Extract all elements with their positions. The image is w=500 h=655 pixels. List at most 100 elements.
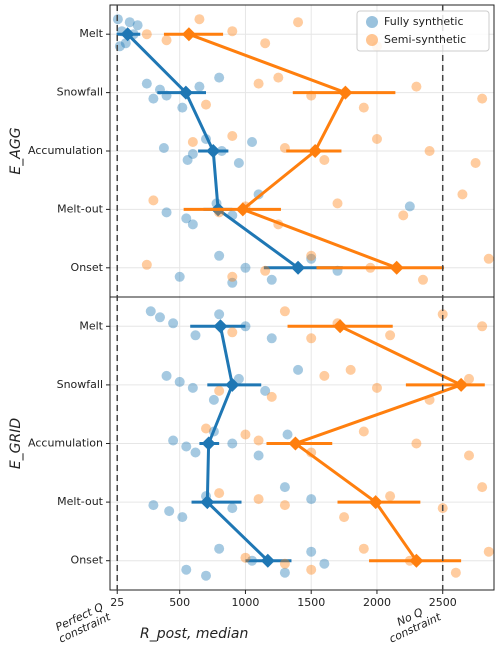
sample-point	[266, 333, 277, 344]
sample-point	[214, 543, 225, 554]
sample-point	[339, 512, 350, 523]
sample-point	[306, 333, 317, 344]
sample-point	[371, 134, 382, 144]
sample-point	[319, 370, 330, 381]
sample-point	[464, 450, 475, 461]
sample-point	[214, 250, 225, 261]
sample-point	[227, 131, 238, 141]
sample-point	[227, 271, 238, 282]
sample-point	[227, 438, 238, 449]
sample-point	[201, 570, 211, 581]
median-marker	[389, 260, 404, 275]
sample-point	[164, 506, 175, 517]
sample-point	[450, 567, 461, 578]
sample-point	[141, 78, 152, 89]
sample-point	[148, 195, 159, 206]
sample-point	[181, 564, 192, 575]
y-tick-label: Onset	[71, 261, 104, 274]
sample-point	[161, 370, 172, 381]
sample-point	[398, 210, 409, 221]
sample-point	[253, 494, 264, 505]
median-marker	[308, 144, 323, 158]
sample-point	[168, 435, 179, 446]
sample-point	[477, 482, 488, 493]
sample-point	[201, 99, 211, 110]
sample-point	[477, 93, 488, 104]
sample-point	[319, 155, 330, 165]
sample-point	[177, 512, 188, 523]
median-marker	[200, 495, 215, 510]
legend-label: Fully synthetic	[384, 15, 464, 28]
sample-point	[260, 265, 271, 276]
x-axis-label: R_post, median	[140, 626, 248, 642]
sample-point	[266, 274, 277, 285]
sample-point	[141, 29, 152, 40]
sample-point	[187, 137, 198, 147]
sample-point	[240, 262, 251, 273]
x-tick-label: 25	[110, 596, 124, 609]
sample-point	[477, 321, 488, 332]
sample-point	[319, 558, 330, 569]
y-tick-label: Melt-out	[57, 495, 104, 508]
sample-point	[120, 38, 131, 49]
sample-point	[253, 450, 264, 461]
sample-point	[227, 277, 238, 288]
sample-point	[411, 438, 422, 449]
median-marker	[260, 553, 275, 568]
y-tick-label: Accumulation	[28, 437, 103, 450]
sample-point	[306, 253, 317, 264]
median-marker	[201, 436, 216, 451]
sample-point	[158, 143, 169, 153]
sample-point	[132, 20, 143, 31]
legend-label: Semi-synthetic	[384, 33, 466, 46]
sample-point	[227, 26, 238, 37]
sample-point	[293, 17, 304, 28]
sample-point	[464, 373, 475, 384]
sample-point	[279, 567, 290, 578]
y-tick-label: Snowfall	[57, 378, 103, 391]
sample-point	[457, 189, 468, 200]
sample-point	[247, 137, 258, 147]
sample-point	[161, 207, 172, 218]
median-marker	[409, 553, 424, 568]
sample-point	[187, 219, 198, 230]
sample-point	[260, 385, 271, 396]
sample-point	[174, 271, 185, 282]
sample-point	[483, 546, 494, 557]
sample-point	[227, 503, 238, 514]
sample-point	[168, 318, 179, 329]
sample-point	[437, 309, 448, 320]
median-marker	[120, 27, 135, 42]
sample-point	[214, 309, 225, 320]
sample-point	[148, 93, 159, 104]
legend-swatch	[366, 34, 378, 46]
median-marker	[368, 495, 383, 510]
y-tick-label: Onset	[71, 554, 104, 567]
annotation: Perfect Qconstraint	[52, 599, 113, 645]
median-marker	[454, 377, 469, 392]
y-tick-label: Melt	[79, 27, 103, 40]
sample-point	[177, 102, 188, 113]
sample-point	[194, 81, 205, 92]
sample-point	[233, 373, 244, 384]
sample-point	[174, 376, 185, 387]
median-marker	[288, 436, 303, 451]
sample-point	[233, 158, 244, 168]
sample-point	[279, 306, 290, 317]
median-marker	[235, 202, 250, 217]
sample-point	[332, 198, 343, 209]
sample-point	[358, 102, 369, 113]
y-tick-label: Accumulation	[28, 144, 103, 157]
sample-point	[214, 385, 225, 396]
legend	[356, 10, 490, 52]
median-marker	[206, 144, 221, 158]
sample-point	[266, 391, 277, 402]
sample-point	[214, 72, 225, 83]
sample-point	[190, 330, 201, 341]
sample-point	[240, 552, 251, 563]
sample-point	[293, 364, 304, 375]
sample-point	[385, 491, 396, 502]
sample-point	[145, 306, 156, 317]
sample-point	[182, 155, 193, 165]
